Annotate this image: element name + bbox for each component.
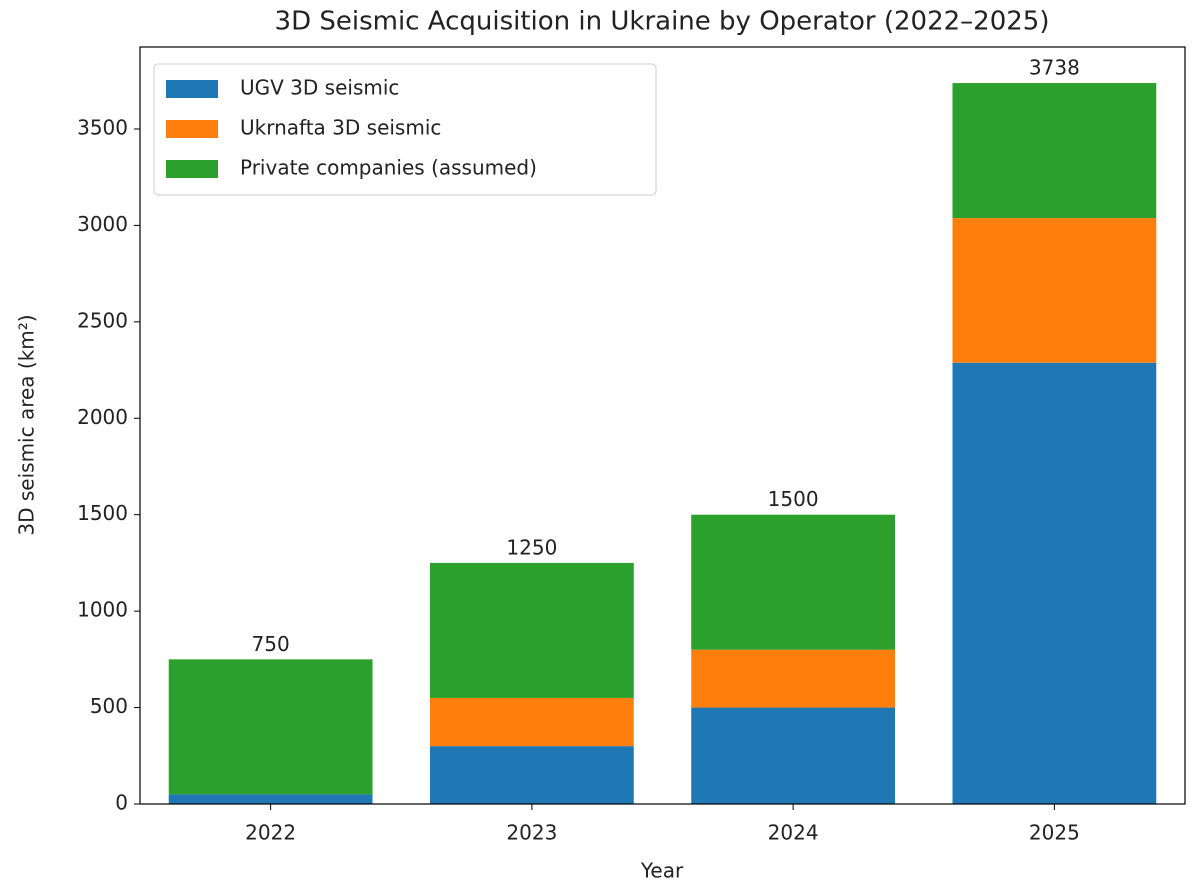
y-tick-label: 2000	[77, 405, 128, 429]
x-tick-label: 2023	[506, 821, 557, 845]
total-label: 1500	[768, 487, 819, 511]
bar-segment	[168, 794, 373, 804]
y-tick-label: 1500	[77, 501, 128, 525]
x-tick-label: 2025	[1029, 821, 1080, 845]
y-tick-label: 3500	[77, 115, 128, 139]
bar-segment	[952, 218, 1157, 363]
bar-segment	[691, 707, 896, 804]
bar-segment	[429, 746, 634, 804]
legend-swatch	[166, 120, 218, 138]
bar-segment	[429, 562, 634, 698]
y-tick-label: 1000	[77, 598, 128, 622]
bar-segment	[952, 362, 1157, 804]
y-tick-label: 500	[90, 694, 128, 718]
legend-label: UGV 3D seismic	[240, 76, 399, 100]
y-tick-label: 0	[115, 791, 128, 815]
bar-segment	[168, 659, 373, 795]
y-axis-label: 3D seismic area (km²)	[15, 314, 39, 535]
legend-swatch	[166, 160, 218, 178]
legend-label: Private companies (assumed)	[240, 156, 537, 180]
bar-segment	[952, 83, 1157, 219]
plot-frame	[139, 46, 1186, 805]
total-label: 750	[252, 632, 290, 656]
x-tick-label: 2022	[245, 821, 296, 845]
y-tick-label: 3000	[77, 212, 128, 236]
total-label: 3738	[1029, 56, 1080, 80]
y-tick-label: 2500	[77, 308, 128, 332]
bar-segment	[429, 697, 634, 747]
bar-segment	[691, 514, 896, 650]
x-tick-label: 2024	[768, 821, 819, 845]
x-axis-label: Year	[640, 859, 684, 883]
total-label: 1250	[506, 535, 557, 559]
legend-swatch	[166, 80, 218, 98]
legend-label: Ukrnafta 3D seismic	[240, 116, 441, 140]
bar-segment	[691, 649, 896, 708]
chart-title: 3D Seismic Acquisition in Ukraine by Ope…	[275, 7, 1050, 37]
legend-box	[153, 63, 657, 196]
